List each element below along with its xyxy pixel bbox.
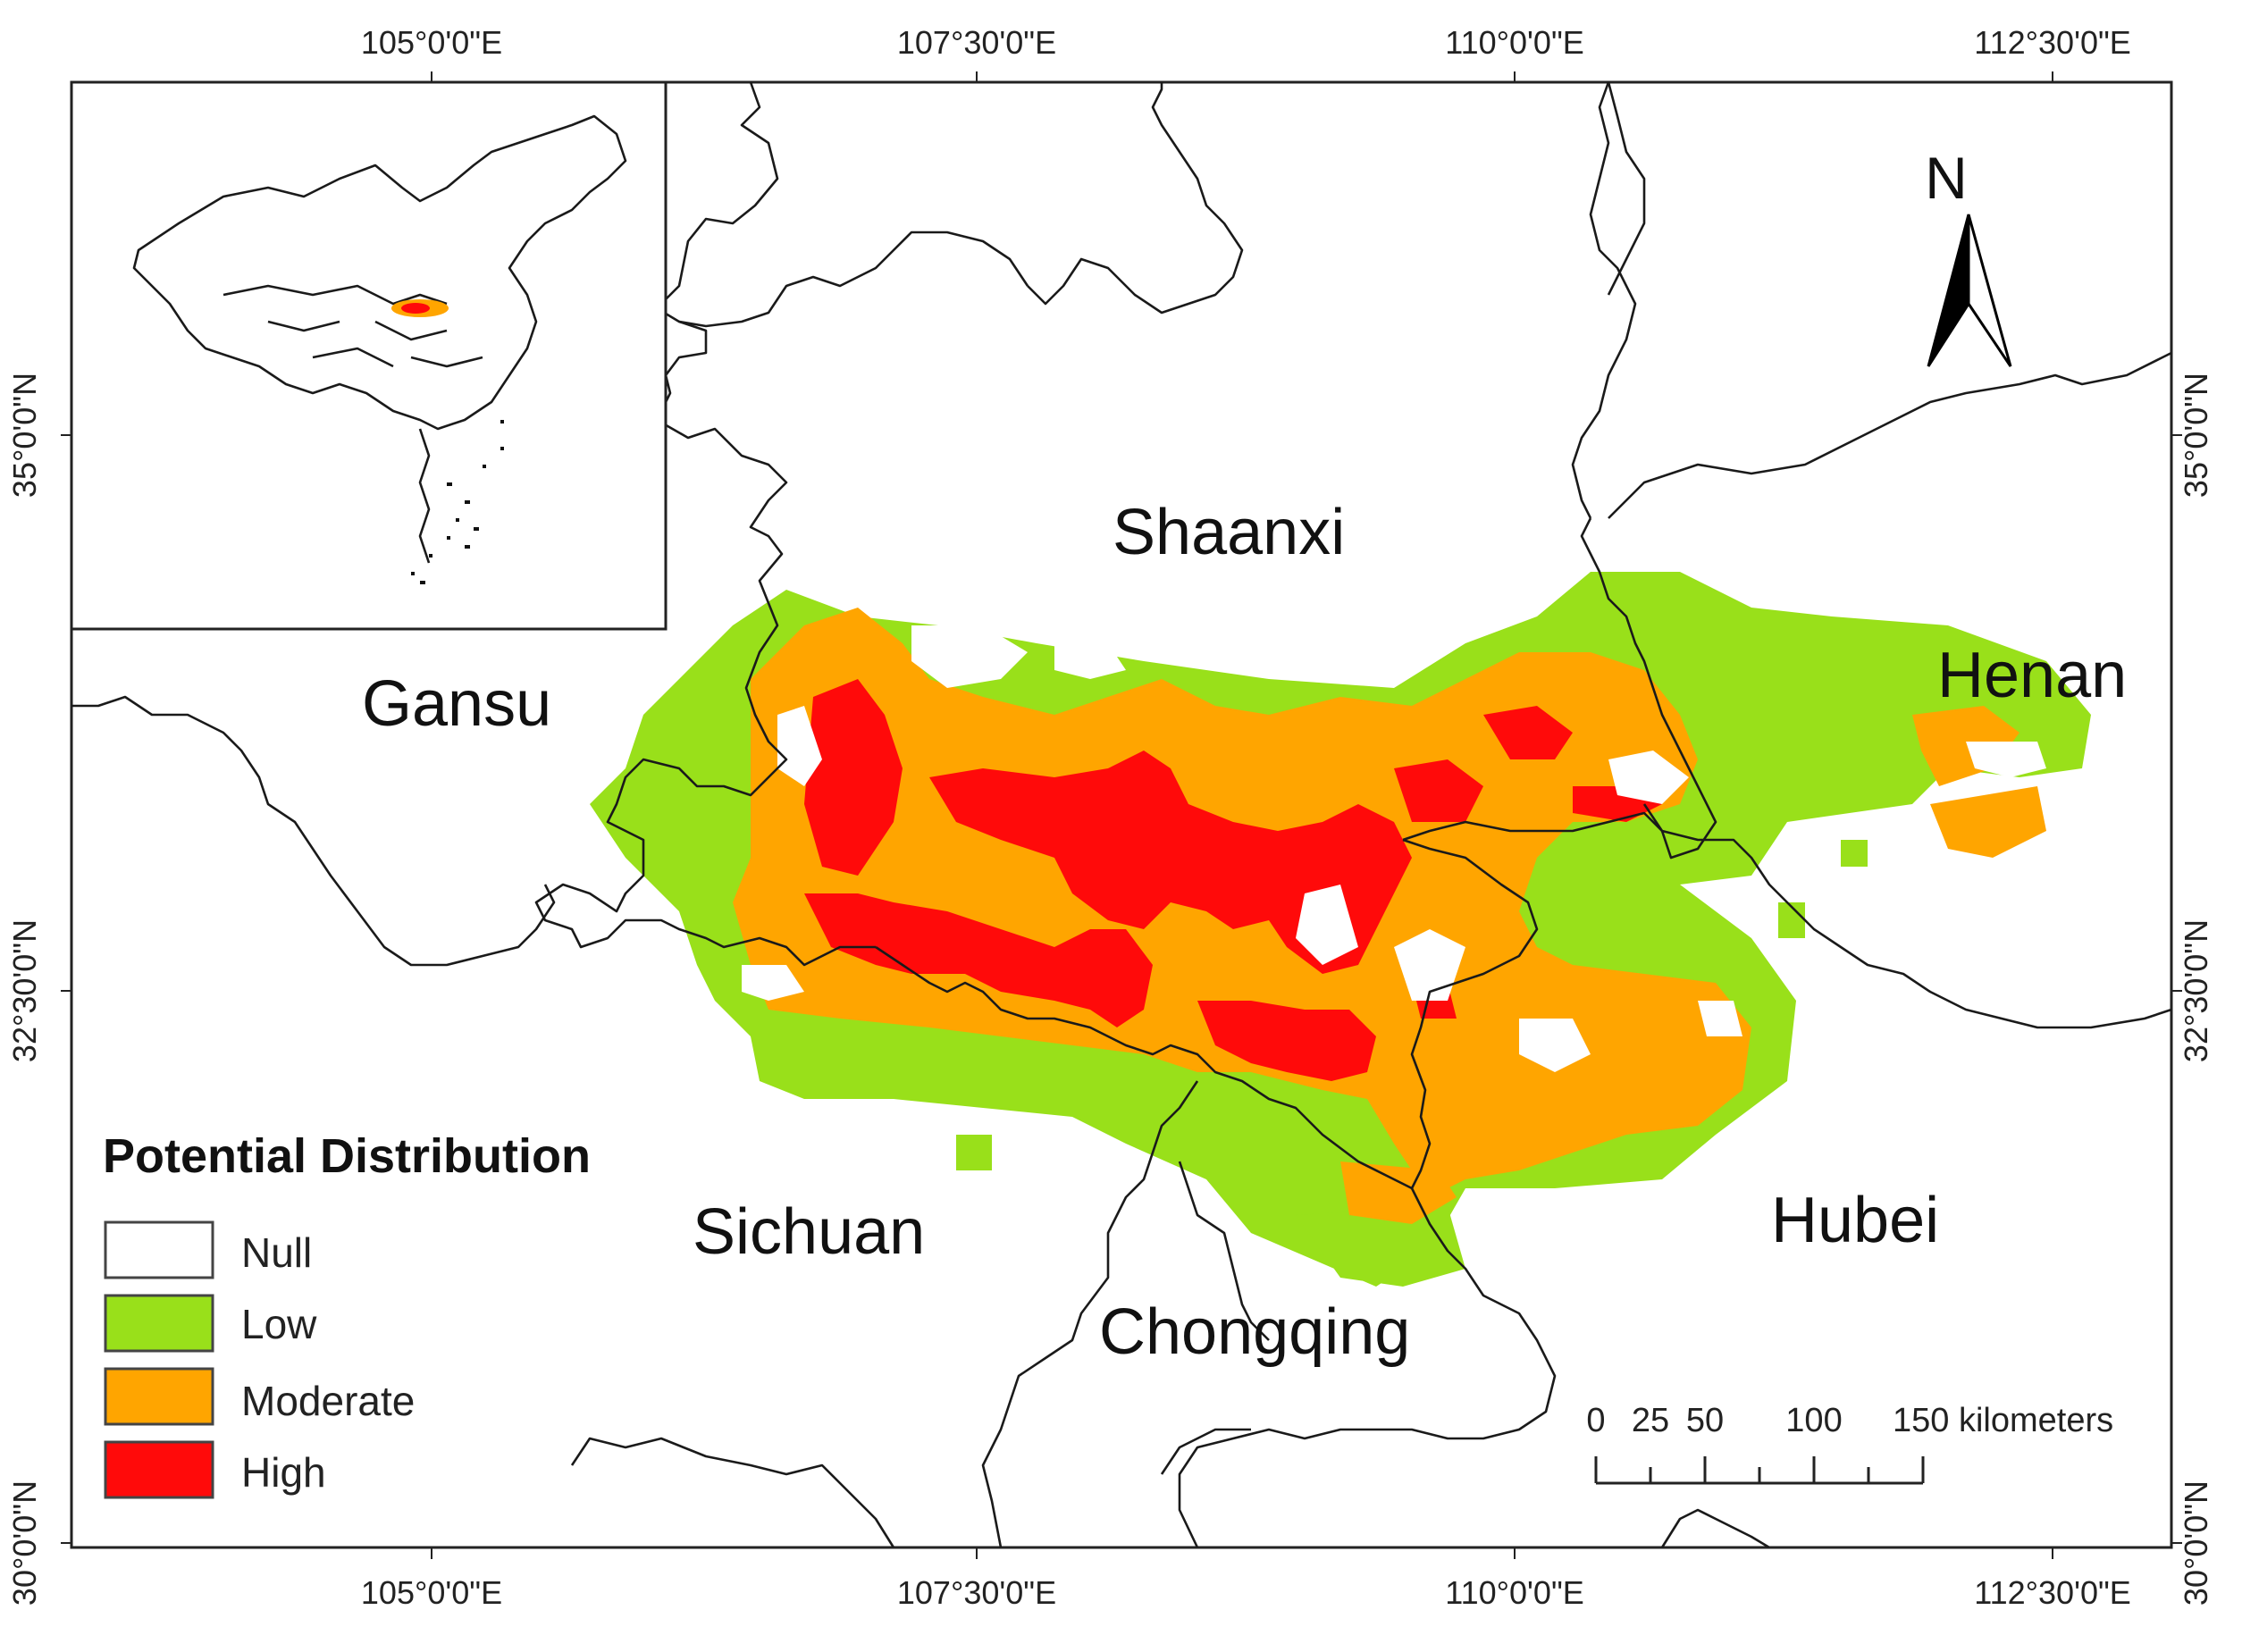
north-arrow-label: N [1925,145,1968,211]
distribution-raster [590,572,2091,1287]
legend-title: Potential Distribution [103,1129,591,1183]
legend-swatch-high [104,1440,214,1499]
legend-swatch-moderate [104,1367,214,1426]
lat-tick-left-3: 30°0'0"N [6,1480,43,1606]
province-label-chongqing: Chongqing [1099,1296,1410,1368]
lon-tick-top-3: 110°0'0"E [1445,24,1584,61]
scale-label-0: 0 [1586,1402,1605,1439]
scale-label-25: 25 [1632,1402,1669,1439]
province-label-henan: Henan [1937,640,2127,711]
legend: Potential Distribution Null Low Moderate… [103,1129,591,1499]
lat-tick-left-2: 32°30'0"N [6,919,43,1062]
lat-tick-right-1: 35°0'0"N [2178,373,2214,498]
scale-label-100: 100 [1785,1402,1842,1439]
province-label-hubei: Hubei [1771,1185,1939,1256]
scale-label-150: 150 kilometers [1893,1402,2113,1439]
lat-tick-right-2: 32°30'0"N [2178,919,2214,1062]
province-label-gansu: Gansu [362,668,551,740]
province-boundaries [71,81,2172,1549]
lon-tick-bottom-3: 110°0'0"E [1445,1574,1584,1611]
province-label-sichuan: Sichuan [693,1196,925,1268]
legend-label-moderate: Moderate [241,1378,415,1424]
legend-label-high: High [241,1449,326,1496]
north-arrow-icon: N [1925,145,2012,367]
inset-china-map [70,80,668,631]
scale-bar: 0 25 50 100 150 kilometers [1586,1402,2113,1485]
scale-label-50: 50 [1686,1402,1724,1439]
lat-tick-left-1: 35°0'0"N [6,373,43,498]
legend-label-null: Null [241,1229,312,1276]
legend-swatch-null [104,1220,214,1279]
lon-tick-bottom-4: 112°30'0"E [1974,1574,2131,1611]
lon-tick-top-2: 107°30'0"E [897,24,1056,61]
lon-tick-bottom-1: 105°0'0"E [361,1574,502,1611]
top-ticks [61,71,2182,1559]
province-label-shaanxi: Shaanxi [1113,497,1345,568]
legend-swatch-low [104,1294,214,1353]
lon-tick-top-4: 112°30'0"E [1974,24,2131,61]
lon-tick-top-1: 105°0'0"E [361,24,502,61]
legend-label-low: Low [241,1301,317,1347]
lon-tick-bottom-2: 107°30'0"E [897,1574,1056,1611]
lat-tick-right-3: 30°0'0"N [2178,1480,2214,1606]
